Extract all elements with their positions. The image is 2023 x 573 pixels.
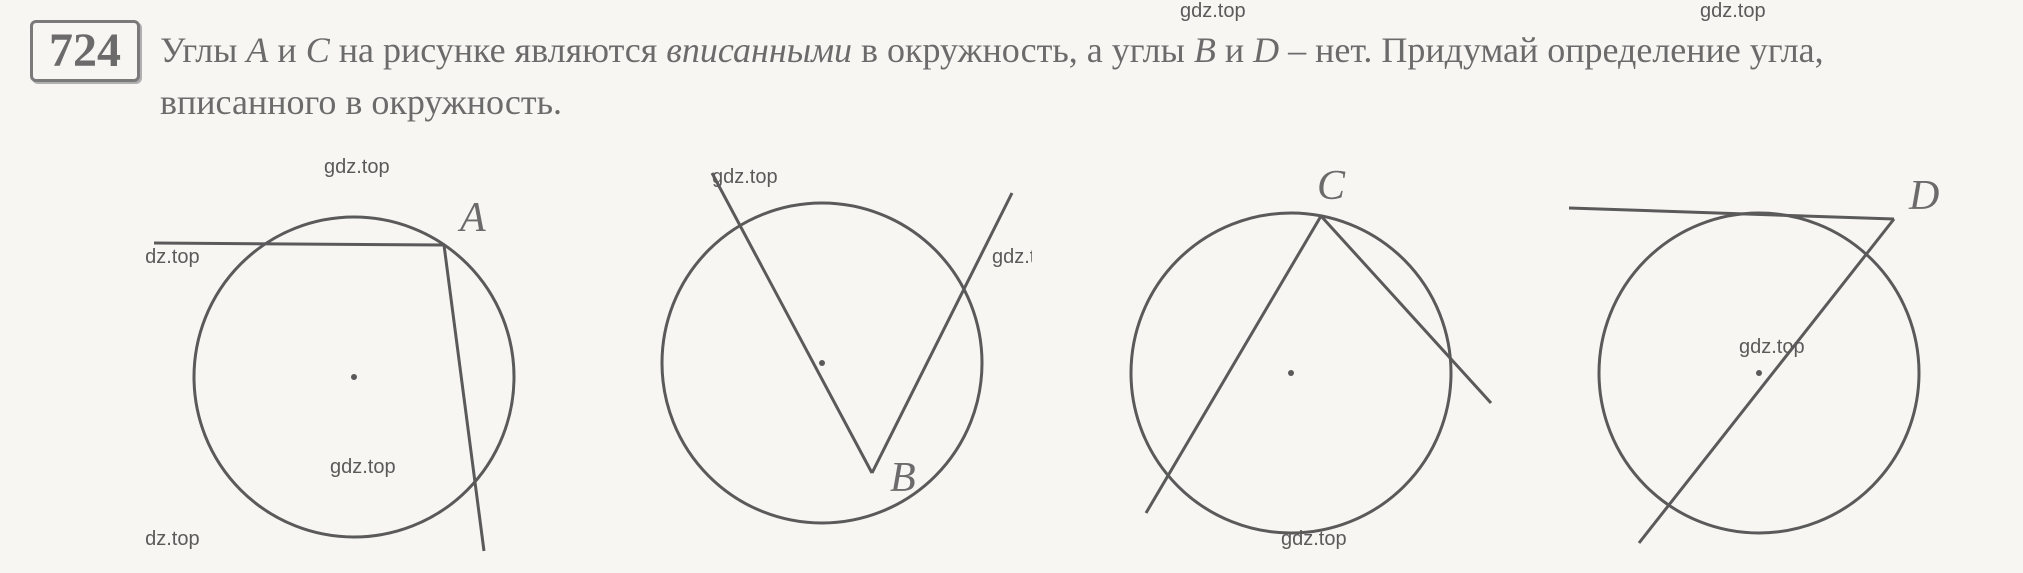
watermark: gdz.top — [992, 246, 1032, 268]
angle-ray-2 — [872, 193, 1012, 473]
figure-D-svg: D gdz.top — [1549, 143, 1969, 553]
figures-row: gdz.top A gdz.top gdz.top gdz.top gdz.to… — [30, 143, 1993, 553]
text-fragment: и — [268, 30, 305, 70]
emphasis-text: вписанными — [666, 30, 852, 70]
angle-ray-1 — [154, 243, 444, 245]
figure-D: D gdz.top — [1549, 143, 1969, 553]
figure-B: gdz.top B gdz.top — [612, 143, 1032, 553]
watermark: gdz.top — [712, 166, 778, 188]
vertex-label-C: C — [1317, 163, 1346, 209]
text-fragment: на рисунке являются — [330, 30, 667, 70]
vertex-label-B: B — [890, 455, 916, 501]
watermark: gdz.top — [1281, 528, 1347, 550]
center-dot — [1756, 370, 1762, 376]
vertex-label-D: D — [1908, 173, 1939, 219]
center-dot — [351, 374, 357, 380]
figure-C-svg: C gdz.top — [1081, 143, 1501, 553]
watermark: gdz.top — [144, 246, 200, 268]
angle-ray-1 — [712, 173, 872, 473]
figure-A-svg: gdz.top A gdz.top gdz.top gdz.top — [144, 143, 564, 553]
watermark: gdz.top — [324, 156, 390, 178]
variable-C: C — [306, 30, 330, 70]
text-fragment: и — [1216, 30, 1253, 70]
center-dot — [1288, 370, 1294, 376]
angle-ray-1 — [1569, 208, 1894, 219]
text-fragment: в окружность, а углы — [852, 30, 1194, 70]
text-fragment: Углы — [160, 30, 246, 70]
angle-ray-2 — [1639, 219, 1894, 543]
problem-number: 724 — [30, 20, 140, 82]
problem-container: gdz.top gdz.top 724 Углы A и C на рисунк… — [30, 20, 1993, 553]
problem-text: Углы A и C на рисунке являются вписанным… — [160, 20, 1993, 128]
variable-D: D — [1253, 30, 1279, 70]
angle-ray-1 — [1146, 216, 1321, 513]
center-dot — [819, 360, 825, 366]
watermark: gdz.top — [1739, 336, 1805, 358]
vertex-label-A: A — [457, 195, 486, 241]
watermark: gdz.top — [330, 456, 396, 478]
figure-A: gdz.top A gdz.top gdz.top gdz.top — [144, 143, 564, 553]
header-wrapper: gdz.top gdz.top 724 Углы A и C на рисунк… — [30, 20, 1993, 128]
variable-A: A — [246, 30, 268, 70]
figure-C: C gdz.top — [1081, 143, 1501, 553]
header-row: 724 Углы A и C на рисунке являются вписа… — [30, 20, 1993, 128]
watermark: gdz.top — [144, 528, 200, 550]
angle-ray-2 — [1321, 216, 1491, 403]
variable-B: B — [1194, 30, 1216, 70]
figure-B-svg: gdz.top B gdz.top — [612, 143, 1032, 553]
